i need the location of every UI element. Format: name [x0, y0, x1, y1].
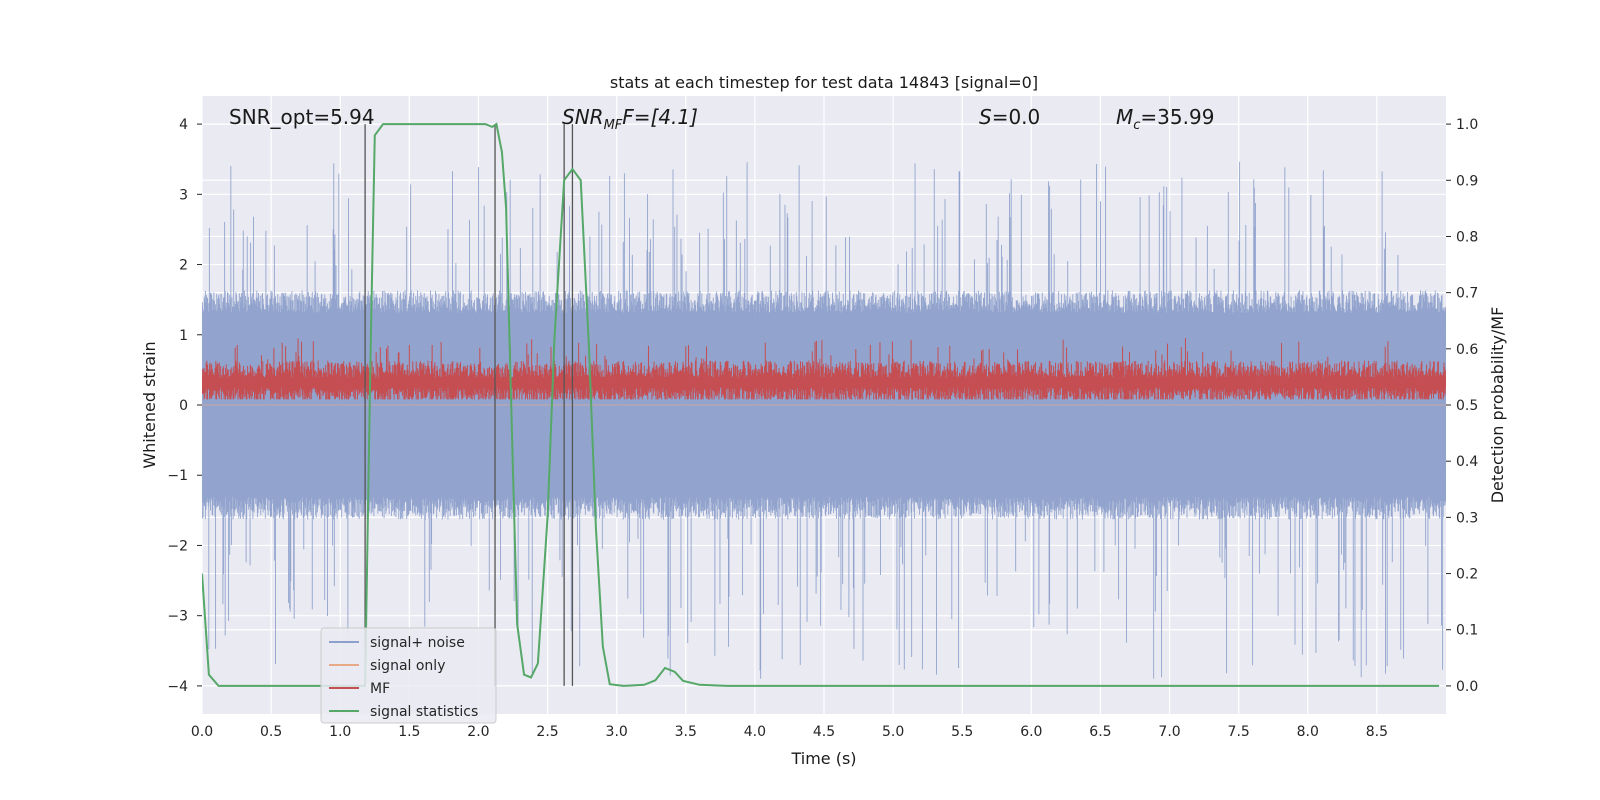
annotation-snr-mf-value: F=[4.1]: [622, 105, 698, 129]
series-signal-statistics: [202, 122, 1440, 687]
legend-label: signal statistics: [370, 704, 478, 720]
right-y-tick-label: 0.6: [1456, 342, 1478, 358]
left-y-tick-label: −3: [167, 609, 188, 625]
legend-label: MF: [370, 681, 390, 697]
annotation-snr-mf-subscript: MF: [604, 118, 623, 133]
legend-label: signal+ noise: [370, 635, 465, 651]
x-tick-label: 4.5: [813, 724, 835, 740]
left-y-tick-label: −4: [167, 679, 188, 695]
annotation-mc: Mc=35.99: [1116, 105, 1214, 133]
x-tick-label: 4.0: [744, 724, 766, 740]
x-tick-label: 7.0: [1158, 724, 1180, 740]
right-y-tick-label: 0.9: [1456, 173, 1478, 189]
left-y-tick-label: 3: [179, 187, 188, 203]
annotation-mc-value: =35.99: [1140, 105, 1214, 129]
right-y-tick-label: 0.2: [1456, 567, 1478, 583]
x-tick-label: 0.0: [191, 724, 213, 740]
annotation-mc-subscript: c: [1133, 118, 1140, 133]
x-tick-label: 0.5: [260, 724, 282, 740]
right-y-tick-label: 0.1: [1456, 623, 1478, 639]
right-y-tick-label: 0.0: [1456, 679, 1478, 695]
chart-title: stats at each timestep for test data 148…: [610, 73, 1038, 92]
x-tick-label: 8.0: [1297, 724, 1319, 740]
annotation-mc-symbol: M: [1116, 105, 1133, 129]
legend-label: signal only: [370, 658, 445, 674]
left-y-axis-ticks: −4 −3 −2 −1 0 1 2 3 4: [167, 117, 202, 695]
left-y-tick-label: −1: [167, 468, 188, 484]
x-tick-label: 3.5: [675, 724, 697, 740]
left-y-tick-label: 1: [179, 328, 188, 344]
x-tick-label: 5.0: [882, 724, 904, 740]
series-mf: [202, 337, 1446, 400]
annotation-s-value: =0.0: [992, 105, 1041, 129]
x-tick-label: 7.5: [1228, 724, 1250, 740]
x-tick-label: 3.0: [606, 724, 628, 740]
left-y-tick-label: −2: [167, 538, 188, 554]
annotation-snr-mf: SNRMFF=[4.1]: [562, 105, 698, 133]
mf-trace: [202, 337, 1446, 400]
annotation-snr-opt: SNR_opt=5.94: [229, 105, 375, 129]
x-tick-label: 2.0: [467, 724, 489, 740]
x-tick-label: 1.5: [398, 724, 420, 740]
data-layer: [202, 122, 1446, 687]
annotation-s-symbol: S: [979, 105, 992, 129]
x-tick-label: 5.5: [951, 724, 973, 740]
right-y-axis-ticks: 0.0 0.1 0.2 0.3 0.4 0.5 0.6 0.7 0.8 0.9 1.0: [1446, 117, 1478, 695]
x-axis-label: Time (s): [790, 749, 856, 768]
annotation-snr-mf-base: SNR: [562, 105, 604, 129]
right-y-axis-label: Detection probability/MF: [1488, 307, 1507, 504]
right-y-tick-label: 0.7: [1456, 286, 1478, 302]
x-tick-label: 6.5: [1089, 724, 1111, 740]
x-tick-label: 8.5: [1366, 724, 1388, 740]
legend: signal+ noise signal only MF signal statist…: [320, 627, 497, 724]
x-axis-ticks: 0.0 0.5 1.0 1.5 2.0 2.5 3.0 3.5 4.0 4.5 5.0 5.5 6.0 6…: [191, 724, 1388, 740]
right-y-tick-label: 1.0: [1456, 117, 1478, 133]
x-tick-label: 1.0: [329, 724, 351, 740]
x-tick-label: 2.5: [536, 724, 558, 740]
annotation-s: S=0.0: [979, 105, 1040, 129]
right-y-tick-label: 0.4: [1456, 454, 1478, 470]
left-y-axis-label: Whitened strain: [140, 341, 159, 468]
legend-box: [320, 627, 497, 724]
right-y-tick-label: 0.8: [1456, 229, 1478, 245]
left-y-tick-label: 0: [179, 398, 188, 414]
left-y-tick-label: 2: [179, 258, 188, 274]
right-y-tick-label: 0.3: [1456, 510, 1478, 526]
signal-statistics-trace: [202, 122, 1440, 687]
marker-lines: [364, 124, 574, 686]
right-y-tick-label: 0.5: [1456, 398, 1478, 414]
left-y-tick-label: 4: [179, 117, 188, 133]
x-tick-label: 6.0: [1020, 724, 1042, 740]
